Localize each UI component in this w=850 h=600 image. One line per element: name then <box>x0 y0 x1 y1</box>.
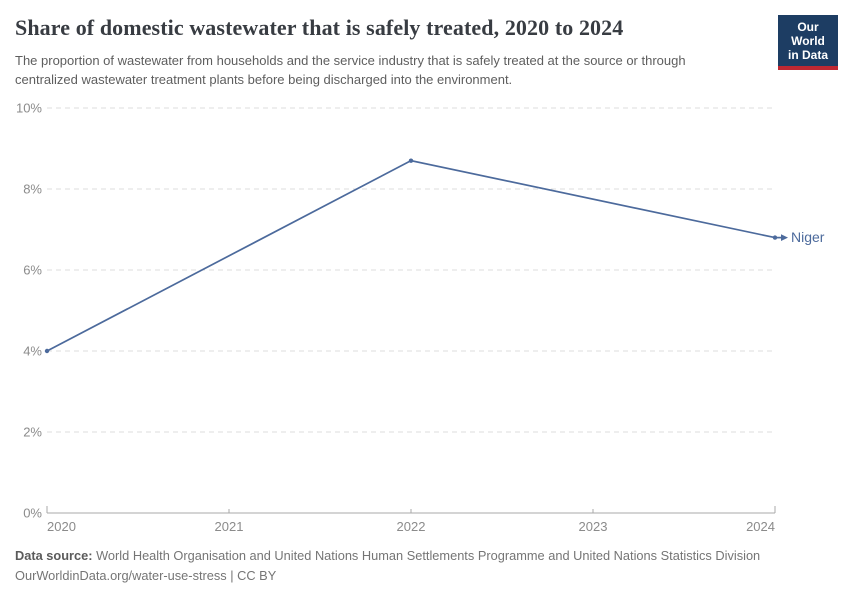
y-tick-label: 0% <box>23 506 42 521</box>
y-tick-label: 2% <box>23 425 42 440</box>
data-source-line: Data source: World Health Organisation a… <box>15 546 835 566</box>
data-point-marker[interactable] <box>408 158 414 163</box>
chart-title: Share of domestic wastewater that is saf… <box>15 15 624 40</box>
y-tick-label: 10% <box>16 101 42 116</box>
owid-logo-line2: in Data <box>787 48 828 62</box>
end-label-arrow-icon <box>781 234 788 242</box>
y-tick-label: 8% <box>23 182 42 197</box>
owid-logo-line1: Our World <box>791 20 825 48</box>
series-end-label[interactable]: Niger <box>791 229 825 245</box>
x-tick-label: 2020 <box>47 519 76 534</box>
x-tick-label: 2024 <box>746 519 775 534</box>
data-source-text: World Health Organisation and United Nat… <box>92 548 761 563</box>
y-tick-label: 6% <box>23 263 42 278</box>
owid-url-link[interactable]: OurWorldinData.org/water-use-stress <box>15 568 227 583</box>
license-link[interactable]: CC BY <box>237 568 277 583</box>
footer-link-line: OurWorldinData.org/water-use-stress | CC… <box>15 566 835 586</box>
data-point-marker[interactable] <box>44 348 50 354</box>
x-tick-label: 2023 <box>579 519 608 534</box>
data-source-label: Data source: <box>15 548 93 563</box>
chart-footer: Data source: World Health Organisation a… <box>15 546 835 586</box>
y-tick-label: 4% <box>23 344 42 359</box>
x-tick-label: 2021 <box>215 519 244 534</box>
footer-separator: | <box>226 568 238 583</box>
owid-logo[interactable]: Our World in Data <box>778 15 838 70</box>
chart-subtitle: The proportion of wastewater from househ… <box>15 53 686 87</box>
x-tick-label: 2022 <box>397 519 426 534</box>
